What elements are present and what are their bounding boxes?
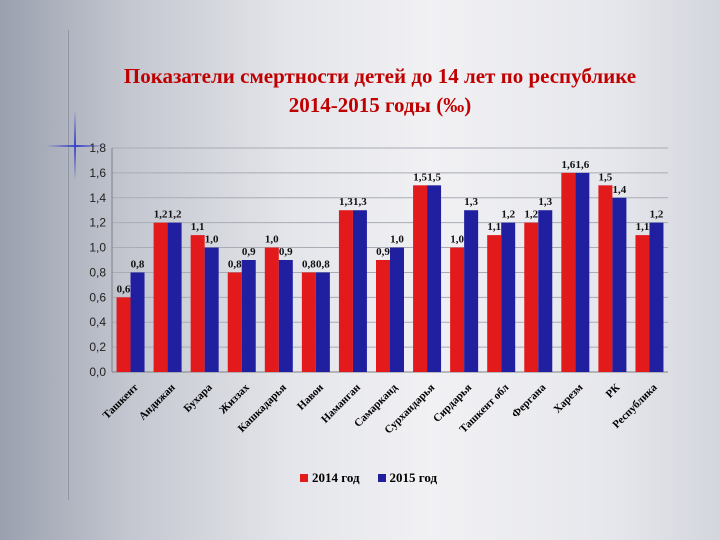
data-label-2015: 1,2 bbox=[501, 209, 515, 221]
bar-2014 bbox=[524, 222, 539, 372]
x-tick-label: Ташкент bbox=[101, 381, 141, 421]
bar-2015 bbox=[130, 272, 145, 372]
data-label-2014: 0,8 bbox=[228, 258, 242, 270]
y-tick-label: 0,8 bbox=[89, 265, 106, 279]
data-label-2014: 1,0 bbox=[450, 234, 464, 246]
sparkle-decoration bbox=[46, 145, 106, 147]
bar-2014 bbox=[301, 272, 316, 372]
y-tick-label: 0,4 bbox=[89, 315, 106, 329]
bar-2015 bbox=[278, 260, 293, 372]
bar-2015 bbox=[390, 247, 404, 372]
bar-2015 bbox=[204, 247, 219, 372]
bar-2015 bbox=[427, 185, 442, 372]
data-label-2014: 0,8 bbox=[302, 258, 316, 270]
data-label-2015: 1,4 bbox=[613, 184, 627, 196]
bar-2014 bbox=[190, 235, 205, 372]
chart-title-line-1: Показатели смертности детей до 14 лет по… bbox=[123, 64, 637, 88]
y-tick-label: 1,2 bbox=[89, 216, 106, 230]
legend-label-2015: 2015 год bbox=[389, 470, 438, 485]
bar-2015 bbox=[464, 210, 479, 372]
bar-2014 bbox=[635, 235, 650, 372]
bar-2014 bbox=[413, 185, 428, 372]
bar-2015 bbox=[315, 272, 330, 372]
bar-2014 bbox=[338, 210, 353, 372]
data-label-2014: 1,5 bbox=[413, 171, 427, 183]
y-tick-label: 0,6 bbox=[89, 290, 106, 304]
x-tick-label: РК bbox=[604, 382, 623, 401]
data-label-2015: 1,3 bbox=[538, 196, 552, 208]
data-label-2014: 1,1 bbox=[191, 221, 205, 233]
legend-label-2014: 2014 год bbox=[312, 470, 360, 485]
bar-2014 bbox=[487, 235, 502, 372]
data-label-2015: 0,9 bbox=[242, 246, 256, 258]
bar-2014 bbox=[116, 297, 131, 372]
data-label-2014: 1,3 bbox=[339, 196, 353, 208]
x-tick-label: Харезм bbox=[551, 381, 585, 415]
data-label-2014: 1,1 bbox=[487, 221, 501, 233]
bar-2014 bbox=[227, 272, 242, 372]
data-label-2015: 1,6 bbox=[575, 159, 589, 171]
data-label-2015: 1,5 bbox=[427, 171, 441, 183]
data-label-2014: 0,9 bbox=[376, 246, 390, 258]
x-tick-label: Фергана bbox=[510, 381, 549, 420]
data-label-2015: 0,9 bbox=[279, 246, 293, 258]
legend-swatch-2015 bbox=[377, 474, 386, 482]
data-label-2014: 1,0 bbox=[265, 234, 279, 246]
legend-swatch-2014 bbox=[300, 474, 308, 482]
bar-2015 bbox=[167, 222, 182, 372]
bar-2015 bbox=[649, 222, 664, 372]
y-tick-label: 0,2 bbox=[89, 340, 106, 354]
data-label-2014: 1,2 bbox=[154, 209, 168, 221]
data-label-2015: 1,3 bbox=[464, 196, 478, 208]
data-label-2015: 1,2 bbox=[168, 209, 182, 221]
bar-2015 bbox=[575, 172, 590, 372]
bar-2015 bbox=[612, 197, 627, 372]
bar-2015 bbox=[352, 210, 367, 372]
data-label-2015: 1,0 bbox=[205, 234, 219, 246]
chart-title: Показатели смертности детей до 14 лет по… bbox=[40, 62, 720, 120]
chart-title-line-2: 2014-2015 годы (‰) bbox=[288, 93, 472, 117]
x-tick-label: Бухара bbox=[182, 381, 216, 415]
data-label-2014: 0,6 bbox=[117, 283, 131, 295]
bar-2015 bbox=[241, 260, 256, 372]
y-tick-label: 0,0 bbox=[89, 365, 106, 379]
data-label-2014: 1,5 bbox=[599, 171, 613, 183]
legend-item-2015: 2015 год bbox=[377, 470, 438, 486]
x-tick-label: Андижан bbox=[137, 381, 178, 422]
data-label-2015: 0,8 bbox=[316, 258, 330, 270]
data-label-2015: 1,0 bbox=[390, 234, 404, 246]
bar-2014 bbox=[561, 172, 576, 372]
bar-2015 bbox=[501, 222, 516, 372]
data-label-2015: 1,2 bbox=[650, 209, 664, 221]
data-label-2014: 1,2 bbox=[524, 209, 538, 221]
data-label-2015: 0,8 bbox=[131, 258, 145, 270]
bar-2014 bbox=[153, 222, 168, 372]
bar-2014 bbox=[376, 260, 390, 372]
y-tick-label: 1,6 bbox=[89, 166, 106, 180]
data-label-2015: 1,3 bbox=[353, 196, 367, 208]
x-tick-label: Жиззах bbox=[217, 381, 252, 416]
bar-2014 bbox=[598, 185, 613, 372]
bar-2014 bbox=[264, 247, 279, 372]
y-tick-label: 1,0 bbox=[89, 241, 106, 255]
legend: 2014 год 2015 год bbox=[300, 470, 437, 486]
y-tick-label: 1,8 bbox=[89, 141, 106, 155]
decorative-line bbox=[68, 30, 69, 500]
sparkle-decoration-vertical bbox=[74, 110, 76, 180]
y-tick-label: 1,4 bbox=[89, 191, 106, 205]
x-tick-label: Навои bbox=[295, 381, 326, 412]
bar-2014 bbox=[450, 247, 465, 372]
bar-2015 bbox=[538, 210, 553, 372]
legend-item-2014: 2014 год bbox=[300, 470, 360, 486]
data-label-2014: 1,6 bbox=[561, 159, 575, 171]
data-label-2014: 1,1 bbox=[636, 221, 650, 233]
